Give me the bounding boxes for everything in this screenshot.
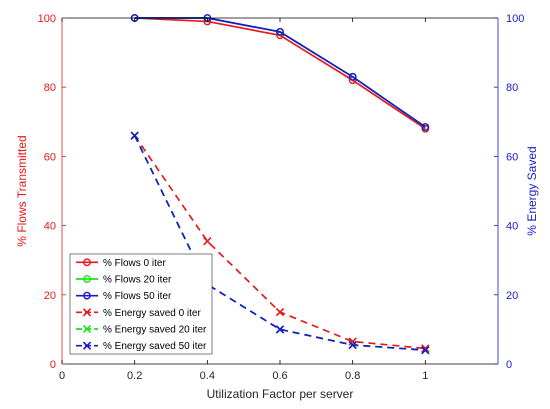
right-y-tick-label: 80 [506, 82, 518, 94]
data-point-stroke [348, 337, 357, 346]
data-point [421, 344, 430, 353]
left-y-tick-label: 0 [50, 359, 56, 371]
legend-marker [82, 324, 92, 334]
data-point-stroke [421, 345, 430, 355]
data-point-stroke [203, 237, 212, 246]
right-y-tick-label: 60 [506, 151, 518, 163]
legend-label: % Flows 50 iter [103, 291, 172, 302]
data-point [203, 237, 212, 246]
data-point [348, 72, 357, 81]
data-point [275, 325, 285, 334]
data-point [130, 131, 139, 140]
legend-marker [82, 308, 92, 317]
left-y-tick-label: 40 [44, 221, 56, 233]
legend: % Flows 0 iter % Flows 20 iter % Flows 50 … [69, 253, 213, 355]
legend-label: % Energy saved 20 iter [103, 325, 207, 336]
right-y-tick-label: 0 [506, 359, 512, 371]
series-4 [130, 131, 430, 353]
data-point [421, 345, 430, 355]
data-point-stroke [130, 131, 139, 140]
right-y-tick-label: 100 [506, 13, 524, 25]
data-point [421, 123, 430, 131]
left-y-tick-label: 100 [38, 13, 56, 25]
legend-entry: % Flows 50 iter [76, 291, 172, 302]
data-point [276, 27, 284, 36]
legend-marker-stroke [82, 341, 92, 350]
legend-entry: % Flows 20 iter [76, 275, 172, 286]
legend-label: % Flows 20 iter [103, 275, 172, 286]
legend-marker-stroke [82, 324, 92, 334]
legend-entry: % Flows 0 iter [76, 258, 166, 269]
left-y-tick-label: 80 [44, 82, 56, 94]
x-tick-label: 0 [59, 370, 65, 382]
axes-layer: 0 0.2 0.4 0.6 0.8 1 0 20 40 60 80 100 0 20 40 60 80 100 Ut… [15, 13, 539, 401]
left-y-axis-title: % Flows Transmitted [15, 135, 29, 246]
series-line [133, 135, 426, 352]
left-y-tick-label: 60 [44, 151, 56, 163]
legend-marker [82, 341, 92, 350]
legend-entry: % Energy saved 20 iter [76, 325, 207, 336]
series-layer [130, 14, 430, 355]
left-y-tick-label: 20 [44, 290, 56, 302]
x-tick-label: 0.4 [200, 370, 215, 382]
right-y-axis-title: % Energy Saved [525, 146, 539, 235]
legend-entry: % Energy saved 0 iter [76, 308, 201, 319]
x-tick-label: 1 [422, 370, 428, 382]
x-tick-label: 0.6 [272, 370, 287, 382]
legend-box [69, 253, 213, 355]
legend-marker [83, 258, 91, 267]
legend-marker-stroke [82, 308, 92, 317]
legend-label: % Energy saved 50 iter [103, 341, 207, 352]
data-point-stroke [421, 344, 430, 353]
right-y-tick-label: 40 [506, 221, 518, 233]
legend-label: % Energy saved 0 iter [103, 308, 201, 319]
data-point-stroke [275, 307, 285, 317]
x-tick-label: 0.2 [127, 370, 142, 382]
x-axis-title: Utilization Factor per server [207, 387, 354, 401]
data-point [348, 337, 357, 346]
right-y-tick-label: 20 [506, 290, 518, 302]
legend-label: % Flows 0 iter [103, 258, 166, 269]
data-point-stroke [275, 325, 285, 334]
legend-entry: % Energy saved 50 iter [76, 341, 207, 352]
x-tick-label: 0.8 [345, 370, 360, 382]
data-point-stroke [348, 340, 357, 350]
legend-marker [83, 275, 91, 283]
legend-marker [83, 291, 91, 300]
data-point [275, 307, 285, 317]
data-point [348, 340, 357, 350]
